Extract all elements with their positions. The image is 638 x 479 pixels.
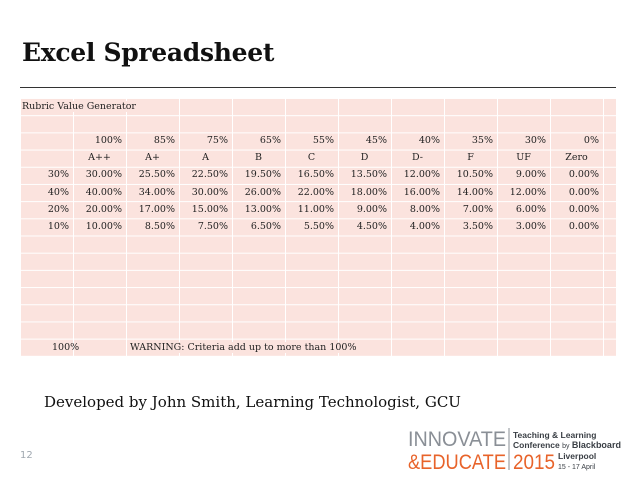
cell: 4.00% (409, 221, 440, 233)
cell: 20.00% (85, 203, 122, 215)
cell: 19.50% (244, 169, 281, 181)
cell: 10% (47, 221, 69, 233)
cell: 9.00% (515, 169, 546, 181)
cell: 12.00% (403, 169, 440, 181)
cell: 34.00% (138, 186, 175, 198)
cell: UF (516, 152, 531, 164)
weight-total: 100% (52, 342, 80, 353)
logo-line1: Teaching & Learning (513, 430, 596, 440)
cell: 13.50% (350, 169, 387, 181)
cell: 15.00% (191, 203, 228, 215)
sheet-title: Rubric Value Generator (22, 101, 138, 112)
cell: 8.50% (144, 221, 175, 233)
cell: 22.00% (297, 186, 334, 198)
cell: 6.50% (250, 221, 281, 233)
cell: 85% (153, 135, 175, 147)
cell: Zero (565, 152, 588, 164)
cell: 20% (47, 203, 69, 215)
cell: 7.00% (462, 203, 493, 215)
cell: 100% (94, 135, 122, 147)
cell: 3.50% (462, 221, 493, 233)
cell (20, 132, 73, 149)
cell: 0.00% (568, 221, 599, 233)
cell: 12.00% (509, 186, 546, 198)
criterion-row: 30% 30.00% 25.50% 22.50% 19.50% 16.50% 13.50% 1… (20, 166, 603, 183)
cell: D- (411, 152, 423, 164)
title-divider (20, 87, 616, 88)
grade-header-row: A++ A+ A B C D D- F UF Zero (20, 149, 603, 166)
criterion-row: 40% 40.00% 34.00% 30.00% 26.00% 22.00% 18.00% 1… (20, 184, 603, 201)
sheet-footer-row: 100% WARNING: Criteria add up to more th… (20, 340, 616, 356)
cell: 9.00% (356, 203, 387, 215)
cell: 45% (365, 135, 387, 147)
logo-city: Liverpool (558, 451, 596, 461)
cell: D (360, 152, 369, 164)
cell: B (255, 152, 262, 164)
spreadsheet: Rubric Value Generator 100% 85% 75% 65% 55% 4… (20, 98, 616, 356)
cell: 14.00% (456, 186, 493, 198)
cell: 13.00% (244, 203, 281, 215)
logo-educate: &EDUCATE (408, 451, 506, 472)
cell: 3.00% (515, 221, 546, 233)
cell: 30% (47, 169, 69, 181)
cell: F (467, 152, 474, 164)
cell: 65% (259, 135, 281, 147)
cell: 40% (418, 135, 440, 147)
cell: 18.00% (350, 186, 387, 198)
cell: 11.00% (297, 203, 334, 215)
cell: A++ (88, 152, 111, 164)
cell: 0.00% (568, 169, 599, 181)
logo-dates: 15 - 17 April (558, 464, 596, 471)
cell: 6.00% (515, 203, 546, 215)
cell: A+ (145, 152, 160, 164)
cell: 0.00% (568, 186, 599, 198)
logo-innovate: INNOVATE (408, 428, 506, 451)
cell: 17.00% (138, 203, 175, 215)
slide-number: 12 (20, 450, 33, 461)
criterion-row: 20% 20.00% 17.00% 15.00% 13.00% 11.00% 9.00% 8.… (20, 201, 603, 218)
cell: 16.00% (403, 186, 440, 198)
cell: 30.00% (191, 186, 228, 198)
warning-message: WARNING: Criteria add up to more than 10… (130, 342, 360, 353)
cell: 75% (206, 135, 228, 147)
cell: 7.50% (197, 221, 228, 233)
criterion-row: 10% 10.00% 8.50% 7.50% 6.50% 5.50% 4.50% 4.00% 3… (20, 218, 603, 235)
cell: 22.50% (191, 169, 228, 181)
cell: 25.50% (138, 169, 175, 181)
cell: 0% (583, 135, 599, 147)
cell: 5.50% (303, 221, 334, 233)
cell: 40% (47, 186, 69, 198)
conference-logo: INNOVATE &EDUCATE Teaching & Learning Co… (408, 428, 621, 472)
rubric-table: 100% 85% 75% 65% 55% 45% 40% 35% 30% 0% A++ A+ A B C D D… (20, 132, 603, 235)
logo-year: 2015 (513, 451, 555, 472)
cell: 55% (312, 135, 334, 147)
cell: 8.00% (409, 203, 440, 215)
cell: 26.00% (244, 186, 281, 198)
cell: 30.00% (85, 169, 122, 181)
cell: 40.00% (85, 186, 122, 198)
cell: 10.50% (456, 169, 493, 181)
sheet-grid (20, 98, 616, 356)
cell: 0.00% (568, 203, 599, 215)
credit-line: Developed by John Smith, Learning Techno… (44, 393, 461, 411)
percent-header-row: 100% 85% 75% 65% 55% 45% 40% 35% 30% 0% (20, 132, 603, 149)
cell: C (307, 152, 316, 164)
cell: A (202, 152, 209, 164)
cell: 4.50% (356, 221, 387, 233)
logo-line2: Conference by Blackboard (513, 440, 621, 450)
cell: 10.00% (85, 221, 122, 233)
cell: 35% (471, 135, 493, 147)
cell: 30% (524, 135, 546, 147)
slide-title: Excel Spreadsheet (22, 38, 275, 67)
cell: 16.50% (297, 169, 334, 181)
cell (20, 149, 73, 166)
